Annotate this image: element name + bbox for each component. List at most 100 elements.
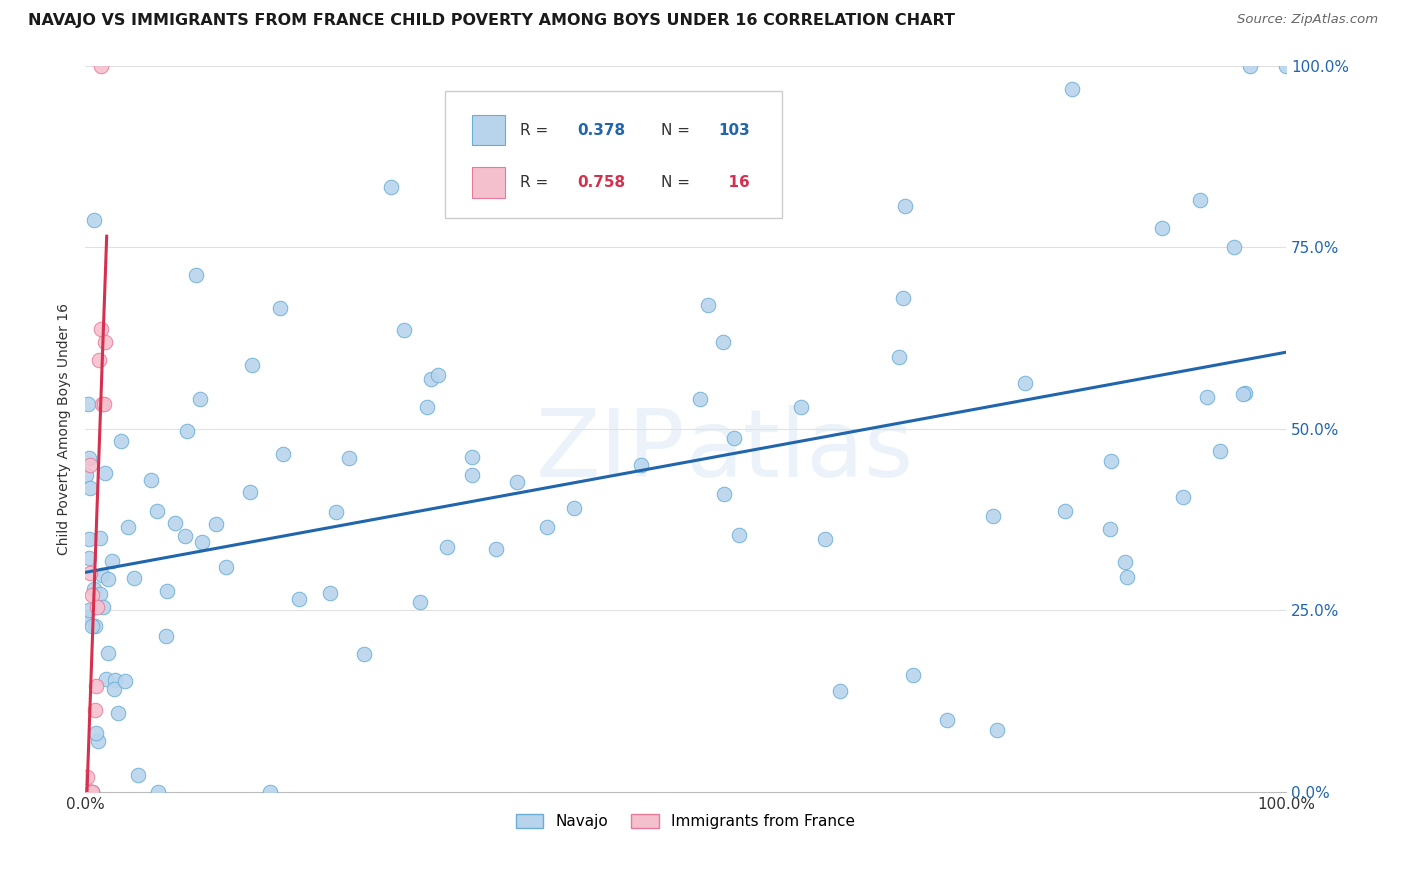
Point <box>156 584 179 599</box>
Point <box>114 674 136 689</box>
Point <box>1239 59 1261 73</box>
Text: N =: N = <box>661 175 696 190</box>
Point <box>82 785 104 799</box>
Point <box>80 588 103 602</box>
Point <box>427 368 450 383</box>
Point <box>107 706 129 720</box>
Point <box>155 629 177 643</box>
Point <box>325 505 347 519</box>
Point <box>90 321 112 335</box>
Point <box>269 301 291 315</box>
Text: R =: R = <box>520 123 553 137</box>
Point <box>894 199 917 213</box>
Point <box>84 703 107 717</box>
Point <box>1114 555 1136 569</box>
Point <box>117 519 139 533</box>
Point <box>436 540 458 554</box>
Point <box>506 475 529 489</box>
Point <box>80 785 103 799</box>
Point <box>415 400 437 414</box>
Bar <box>472 168 505 198</box>
Point <box>1223 240 1246 254</box>
Text: 103: 103 <box>718 123 749 137</box>
Point <box>93 397 115 411</box>
Point <box>887 350 910 364</box>
Text: atlas: atlas <box>686 405 914 497</box>
Point <box>80 785 103 799</box>
Point <box>90 59 112 73</box>
Point <box>191 535 214 549</box>
Point <box>536 520 558 534</box>
Point <box>337 450 360 465</box>
Text: 0.378: 0.378 <box>578 123 626 137</box>
Point <box>84 618 107 632</box>
Point <box>94 334 117 349</box>
Point <box>82 619 104 633</box>
Point <box>1188 194 1211 208</box>
Text: ZIP: ZIP <box>536 405 686 497</box>
Point <box>145 504 167 518</box>
Point <box>1233 385 1256 400</box>
Point <box>188 392 211 406</box>
Point <box>79 566 101 580</box>
Point <box>103 682 125 697</box>
Point <box>89 587 111 601</box>
Point <box>319 586 342 600</box>
Point <box>238 484 260 499</box>
Point <box>1152 221 1174 235</box>
Point <box>259 785 281 799</box>
Point <box>353 647 375 661</box>
Point <box>122 571 145 585</box>
Point <box>148 785 170 799</box>
Text: NAVAJO VS IMMIGRANTS FROM FRANCE CHILD POVERTY AMONG BOYS UNDER 16 CORRELATION C: NAVAJO VS IMMIGRANTS FROM FRANCE CHILD P… <box>28 13 955 29</box>
Bar <box>472 115 505 145</box>
Point <box>101 554 124 568</box>
Point <box>77 603 100 617</box>
Point <box>891 292 914 306</box>
Point <box>790 400 813 414</box>
Text: N =: N = <box>661 123 696 137</box>
Point <box>814 532 837 546</box>
Point <box>94 673 117 687</box>
Point <box>287 592 309 607</box>
Point <box>90 397 112 411</box>
Point <box>1101 454 1123 468</box>
Point <box>94 466 117 480</box>
Point <box>409 595 432 609</box>
Point <box>91 568 114 582</box>
Point <box>1014 376 1036 390</box>
Point <box>77 533 100 547</box>
Point <box>1209 443 1232 458</box>
Point <box>173 528 195 542</box>
Text: Source: ZipAtlas.com: Source: ZipAtlas.com <box>1237 13 1378 27</box>
Point <box>936 713 959 727</box>
Point <box>1171 490 1194 504</box>
Point <box>1060 82 1083 96</box>
Y-axis label: Child Poverty Among Boys Under 16: Child Poverty Among Boys Under 16 <box>58 302 72 555</box>
Point <box>689 392 711 406</box>
Point <box>186 268 208 282</box>
Text: R =: R = <box>520 175 553 190</box>
Point <box>461 468 484 483</box>
Point <box>80 785 103 799</box>
Point <box>697 298 720 312</box>
Point <box>84 725 107 739</box>
Point <box>1275 59 1298 73</box>
Point <box>711 334 734 349</box>
Point <box>86 600 108 615</box>
Point <box>163 516 186 531</box>
Point <box>89 531 111 545</box>
Point <box>79 451 101 466</box>
Point <box>215 560 238 574</box>
Point <box>723 431 745 445</box>
Point <box>240 358 263 372</box>
Point <box>97 646 120 660</box>
Point <box>981 509 1004 524</box>
Point <box>1116 569 1139 583</box>
Point <box>1232 387 1254 401</box>
Point <box>419 372 441 386</box>
Legend: Navajo, Immigrants from France: Navajo, Immigrants from France <box>510 808 862 835</box>
Text: 16: 16 <box>718 175 749 190</box>
Point <box>728 528 751 542</box>
Point <box>91 599 114 614</box>
